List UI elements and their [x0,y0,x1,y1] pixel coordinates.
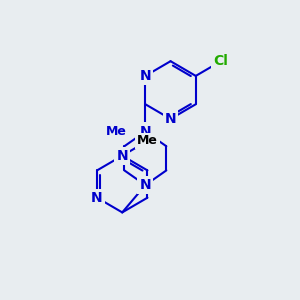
Text: Me: Me [106,125,126,138]
Text: Me: Me [137,134,158,148]
Text: N: N [140,69,151,83]
Text: N: N [140,178,151,192]
Text: Cl: Cl [214,54,228,68]
Text: N: N [165,112,176,126]
Text: N: N [140,124,151,139]
Text: N: N [116,149,128,163]
Text: N: N [91,191,103,205]
